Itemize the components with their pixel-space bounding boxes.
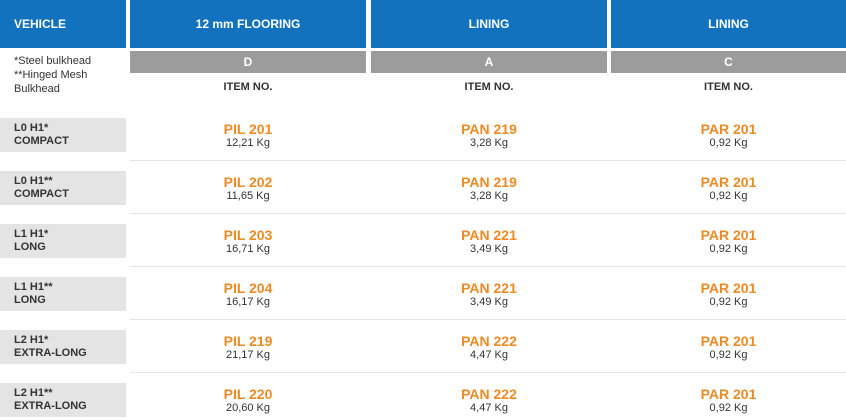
vehicle-cell: L2 H1** EXTRA-LONG: [0, 383, 126, 417]
item-code: PIL 203: [223, 226, 273, 243]
vehicle-code: L0 H1**: [14, 175, 53, 187]
lining-c-cell: PAR 201 0,92 Kg: [611, 330, 846, 364]
item-weight: 16,17 Kg: [225, 295, 271, 308]
item-code: PIL 219: [223, 332, 273, 349]
vehicle-length: LONG: [14, 294, 46, 306]
vehicle-cell: L1 H1* LONG: [0, 224, 126, 258]
item-weight: 4,47 Kg: [470, 401, 508, 414]
header-vehicle: VEHICLE: [0, 0, 126, 48]
item-weight: 0,92 Kg: [709, 242, 748, 255]
header-flooring: 12 mm FLOORING: [130, 0, 366, 48]
item-code: PIL 204: [223, 279, 273, 296]
item-weight: 0,92 Kg: [709, 189, 748, 202]
item-code: PAR 201: [700, 226, 757, 243]
column-letter-a: A: [371, 51, 607, 73]
note-bulkhead: Bulkhead: [14, 83, 60, 95]
item-code: PIL 220: [223, 385, 273, 402]
item-code: PAN 222: [461, 385, 517, 402]
item-code: PAR 201: [700, 279, 757, 296]
lining-c-cell: PAR 201 0,92 Kg: [611, 171, 846, 205]
header-lining-a: LINING: [371, 0, 607, 48]
item-code: PAR 201: [700, 120, 757, 137]
flooring-cell: PIL 202 11,65 Kg: [130, 171, 366, 205]
vehicle-length: EXTRA-LONG: [14, 347, 87, 359]
item-code: PAN 219: [461, 173, 517, 190]
item-weight: 4,47 Kg: [470, 348, 508, 361]
item-code: PAN 221: [461, 279, 517, 296]
lining-a-cell: PAN 219 3,28 Kg: [371, 118, 607, 152]
flooring-cell: PIL 220 20,60 Kg: [130, 383, 366, 417]
item-weight: 20,60 Kg: [225, 401, 271, 414]
header-lining-c: LINING: [611, 0, 846, 48]
item-weight: 0,92 Kg: [709, 348, 748, 361]
vehicle-length: LONG: [14, 241, 46, 253]
flooring-cell: PIL 219 21,17 Kg: [130, 330, 366, 364]
item-code: PAR 201: [700, 332, 757, 349]
lining-a-cell: PAN 222 4,47 Kg: [371, 383, 607, 417]
vehicle-code: L0 H1*: [14, 122, 49, 134]
item-weight: 0,92 Kg: [709, 136, 748, 149]
item-no-label-lining-a: ITEM NO.: [464, 81, 514, 93]
row-separator: [130, 372, 846, 373]
vehicle-code: L1 H1*: [14, 228, 49, 240]
item-code: PAR 201: [700, 173, 757, 190]
item-weight: 3,28 Kg: [470, 136, 508, 149]
lining-c-cell: PAR 201 0,92 Kg: [611, 224, 846, 258]
item-weight: 11,65 Kg: [226, 189, 270, 202]
lining-c-cell: PAR 201 0,92 Kg: [611, 118, 846, 152]
vehicle-length: COMPACT: [14, 188, 69, 200]
lining-c-cell: PAR 201 0,92 Kg: [611, 277, 846, 311]
vehicle-length: COMPACT: [14, 135, 69, 147]
lining-c-cell: PAR 201 0,92 Kg: [611, 383, 846, 417]
flooring-cell: PIL 204 16,17 Kg: [130, 277, 366, 311]
flooring-cell: PIL 201 12,21 Kg: [130, 118, 366, 152]
vehicle-length: EXTRA-LONG: [14, 400, 87, 412]
vehicle-cell: L2 H1* EXTRA-LONG: [0, 330, 126, 364]
bulkhead-notes: *Steel bulkhead **Hinged Mesh Bulkhead: [14, 54, 126, 96]
lining-a-cell: PAN 222 4,47 Kg: [371, 330, 607, 364]
item-weight: 3,28 Kg: [470, 189, 508, 202]
lining-a-cell: PAN 221 3,49 Kg: [371, 224, 607, 258]
lining-a-cell: PAN 221 3,49 Kg: [371, 277, 607, 311]
item-no-label-flooring: ITEM NO.: [223, 81, 273, 93]
item-weight: 16,71 Kg: [225, 242, 271, 255]
row-separator: [130, 266, 846, 267]
vehicle-code: L1 H1**: [14, 281, 53, 293]
item-code: PIL 201: [223, 120, 273, 137]
item-weight: 3,49 Kg: [470, 242, 508, 255]
row-separator: [130, 160, 846, 161]
flooring-cell: PIL 203 16,71 Kg: [130, 224, 366, 258]
item-code: PAN 219: [461, 120, 517, 137]
lining-a-cell: PAN 219 3,28 Kg: [371, 171, 607, 205]
vehicle-cell: L0 H1** COMPACT: [0, 171, 126, 205]
item-no-label-lining-c: ITEM NO.: [704, 81, 753, 93]
item-code: PAR 201: [700, 385, 757, 402]
column-letter-d: D: [130, 51, 366, 73]
item-weight: 12,21 Kg: [225, 136, 271, 149]
item-weight: 3,49 Kg: [470, 295, 508, 308]
note-hinged-mesh: **Hinged Mesh: [14, 69, 88, 81]
item-weight: 21,17 Kg: [225, 348, 271, 361]
column-letter-c: C: [611, 51, 846, 73]
vehicle-cell: L1 H1** LONG: [0, 277, 126, 311]
item-code: PIL 202: [223, 173, 273, 190]
item-weight: 0,92 Kg: [709, 401, 748, 414]
item-weight: 0,92 Kg: [709, 295, 748, 308]
vehicle-cell: L0 H1* COMPACT: [0, 118, 126, 152]
item-code: PAN 222: [461, 332, 517, 349]
row-separator: [130, 319, 846, 320]
note-steel-bulkhead: *Steel bulkhead: [14, 55, 92, 67]
vehicle-code: L2 H1*: [14, 334, 49, 346]
row-separator: [130, 213, 846, 214]
item-code: PAN 221: [461, 226, 517, 243]
vehicle-code: L2 H1**: [14, 387, 53, 399]
